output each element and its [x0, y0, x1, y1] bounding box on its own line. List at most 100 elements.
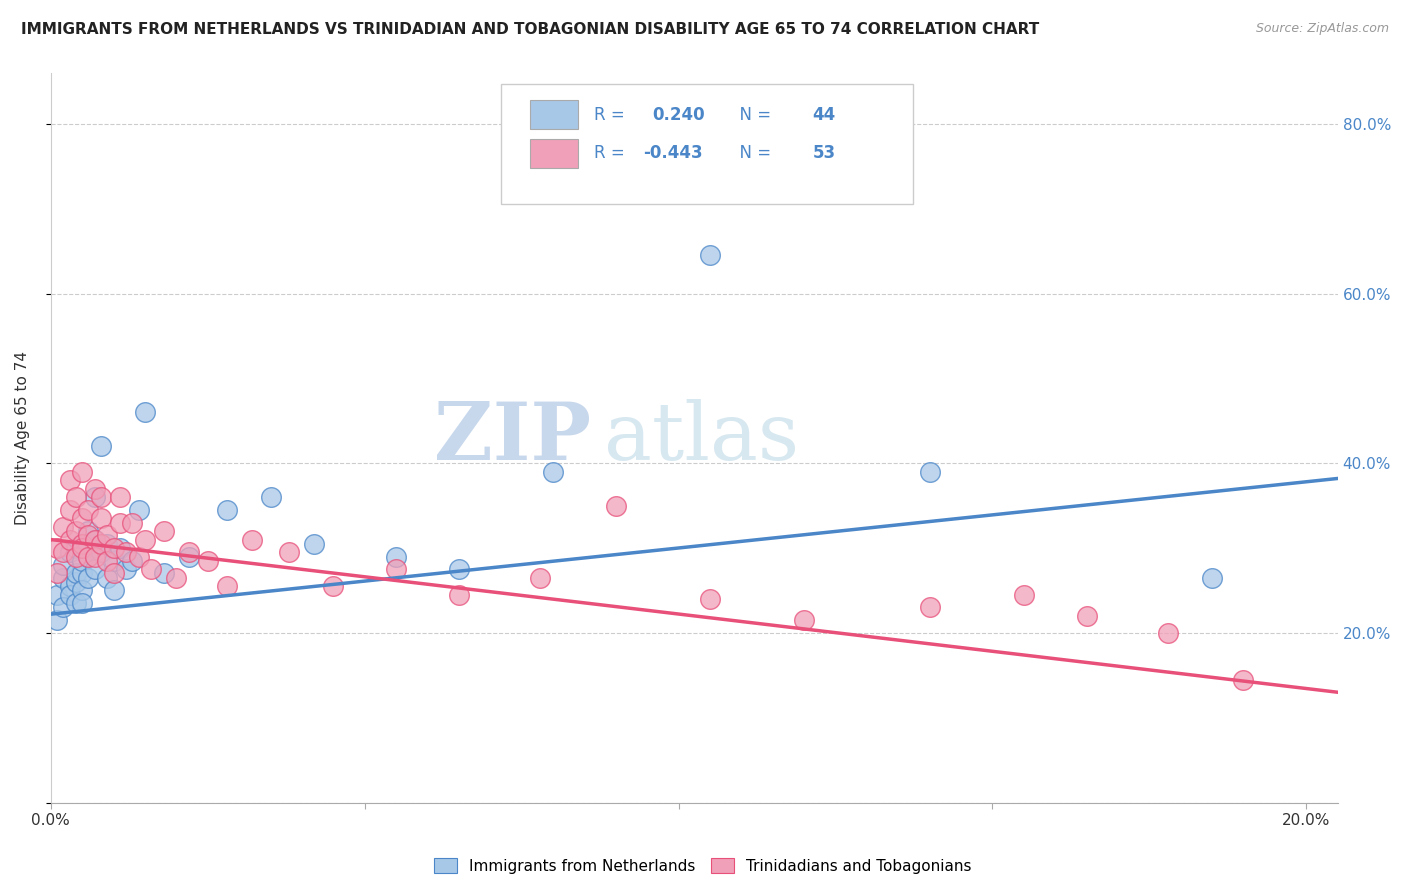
Point: [304, 537, 326, 551]
Point: [134, 533, 156, 547]
Point: [90, 537, 112, 551]
Point: [65, 596, 87, 610]
Point: [52, 520, 75, 534]
Text: 53: 53: [813, 145, 835, 162]
Point: [918, 465, 941, 479]
Point: [605, 499, 627, 513]
Point: [65, 490, 87, 504]
Point: [699, 248, 721, 262]
Point: [65, 574, 87, 589]
Text: ZIP: ZIP: [434, 399, 592, 476]
Point: [52, 558, 75, 572]
Point: [115, 562, 138, 576]
FancyBboxPatch shape: [530, 138, 578, 168]
Point: [90, 511, 112, 525]
Point: [103, 541, 125, 555]
Point: [83, 562, 105, 576]
Point: [70, 511, 93, 525]
Point: [46, 588, 69, 602]
Point: [52, 571, 75, 585]
Point: [52, 600, 75, 615]
Point: [70, 554, 93, 568]
Point: [115, 545, 138, 559]
Point: [70, 465, 93, 479]
Text: R =: R =: [593, 105, 630, 124]
Point: [46, 566, 69, 581]
Point: [46, 541, 69, 555]
Point: [165, 571, 187, 585]
Text: atlas: atlas: [605, 399, 799, 476]
Point: [1012, 588, 1035, 602]
Point: [793, 613, 815, 627]
Point: [128, 549, 150, 564]
Point: [134, 405, 156, 419]
Point: [77, 549, 100, 564]
Point: [96, 571, 118, 585]
Point: [153, 524, 176, 538]
Point: [153, 566, 176, 581]
Point: [121, 516, 143, 530]
Point: [77, 549, 100, 564]
Text: -0.443: -0.443: [643, 145, 703, 162]
Point: [77, 571, 100, 585]
Point: [103, 566, 125, 581]
Point: [52, 545, 75, 559]
Text: R =: R =: [593, 145, 630, 162]
Point: [108, 516, 131, 530]
Point: [1232, 673, 1254, 687]
Point: [1157, 625, 1180, 640]
Point: [108, 490, 131, 504]
Point: [77, 524, 100, 538]
Text: N =: N =: [728, 105, 776, 124]
Point: [1076, 608, 1098, 623]
Point: [83, 482, 105, 496]
Point: [121, 554, 143, 568]
Point: [529, 571, 551, 585]
Point: [240, 533, 263, 547]
Point: [108, 541, 131, 555]
Point: [70, 583, 93, 598]
Text: Source: ZipAtlas.com: Source: ZipAtlas.com: [1256, 22, 1389, 36]
Point: [59, 503, 82, 517]
Point: [215, 503, 238, 517]
Point: [447, 588, 470, 602]
Point: [385, 549, 408, 564]
Point: [59, 473, 82, 487]
Point: [77, 503, 100, 517]
Point: [90, 490, 112, 504]
Point: [96, 554, 118, 568]
Point: [70, 541, 93, 555]
Point: [177, 549, 200, 564]
Text: IMMIGRANTS FROM NETHERLANDS VS TRINIDADIAN AND TOBAGONIAN DISABILITY AGE 65 TO 7: IMMIGRANTS FROM NETHERLANDS VS TRINIDADI…: [21, 22, 1039, 37]
Text: N =: N =: [728, 145, 776, 162]
Point: [65, 549, 87, 564]
Text: 0.240: 0.240: [652, 105, 704, 124]
Point: [83, 533, 105, 547]
Point: [96, 528, 118, 542]
Point: [46, 613, 69, 627]
FancyBboxPatch shape: [501, 84, 912, 204]
Point: [215, 579, 238, 593]
Point: [177, 545, 200, 559]
Point: [59, 533, 82, 547]
Point: [59, 545, 82, 559]
Point: [83, 549, 105, 564]
Point: [322, 579, 344, 593]
Point: [83, 490, 105, 504]
Point: [59, 579, 82, 593]
Point: [103, 554, 125, 568]
Point: [699, 591, 721, 606]
Point: [96, 537, 118, 551]
FancyBboxPatch shape: [530, 100, 578, 129]
Point: [70, 596, 93, 610]
Point: [65, 541, 87, 555]
Y-axis label: Disability Age 65 to 74: Disability Age 65 to 74: [15, 351, 30, 524]
Point: [141, 562, 163, 576]
Point: [70, 537, 93, 551]
Point: [259, 490, 281, 504]
Point: [385, 562, 408, 576]
Point: [103, 583, 125, 598]
Point: [278, 545, 301, 559]
Point: [128, 503, 150, 517]
Legend: Immigrants from Netherlands, Trinidadians and Tobagonians: Immigrants from Netherlands, Trinidadian…: [429, 852, 977, 880]
